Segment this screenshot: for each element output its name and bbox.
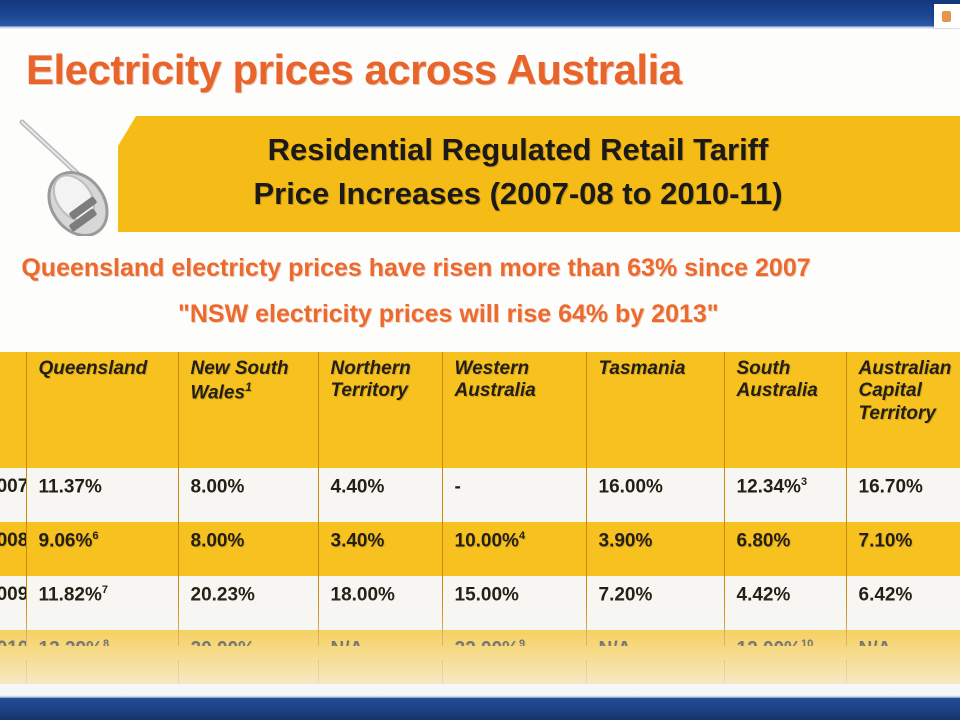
column-header-northern-territory: Northern Territory xyxy=(317,352,442,468)
column-header-western-australia: Western Australia xyxy=(441,352,586,468)
corner-mark-icon[interactable] xyxy=(934,4,960,28)
cell-value: 10.00% xyxy=(454,530,519,552)
top-bar-edge xyxy=(0,26,960,29)
column-header-year xyxy=(0,352,26,468)
cell-value: 11.37% xyxy=(38,476,102,498)
cell-value: 6.80% xyxy=(736,530,791,552)
cell-superscript: 6 xyxy=(92,530,99,542)
column-header-label: Australian Capital Territory xyxy=(858,358,952,424)
cell-queensland: 9.06%6 xyxy=(25,522,178,576)
price-increase-table: Queensland New South Wales1 Northern Ter… xyxy=(0,352,960,684)
page-title: Electricity prices across Australia xyxy=(26,46,682,93)
cell-value: 6.42% xyxy=(858,584,913,606)
column-header-superscript: 1 xyxy=(245,380,252,395)
cell-tasmania: 7.20% xyxy=(585,576,724,630)
column-header-new-south-wales: New South Wales1 xyxy=(177,352,318,468)
banner-line-1: Residential Regulated Retail Tariff xyxy=(267,132,769,167)
cell-tasmania: 16.00% xyxy=(585,468,724,522)
column-header-label: Queensland xyxy=(38,358,148,379)
cell-northern-territory: 3.40% xyxy=(317,522,442,576)
cell-tasmania: 3.90% xyxy=(585,522,724,576)
cell-south-australia: 6.80% xyxy=(723,522,846,576)
row-year: 2007-08 xyxy=(0,468,26,522)
cell-value: 9.06% xyxy=(38,530,93,552)
cell-western-australia: - xyxy=(441,468,586,522)
cell-south-australia: 4.42% xyxy=(723,576,846,630)
row-year: 2008-09 xyxy=(0,522,26,576)
column-header-queensland: Queensland xyxy=(25,352,178,468)
cell-superscript: 4 xyxy=(518,530,526,542)
column-header-tasmania: Tasmania xyxy=(585,352,724,468)
cell-value: 8.00% xyxy=(190,530,245,552)
cell-australian-capital-territory: 7.10% xyxy=(845,522,960,576)
subtitle-banner: Residential Regulated Retail Tariff Pric… xyxy=(118,116,960,232)
banner-line-2: Price Increases (2007-08 to 2010-11) xyxy=(253,176,783,211)
cell-new-south-wales: 8.00% xyxy=(177,522,318,576)
cell-value: 3.40% xyxy=(330,530,385,552)
window-bottom-bar xyxy=(0,698,960,720)
cell-queensland: 11.37% xyxy=(25,468,178,522)
cell-new-south-wales: 20.23% xyxy=(177,576,318,630)
statement-line-1: Queensland electricty prices have risen … xyxy=(21,254,811,282)
table-row: 2008-09 9.06%6 8.00% 3.40% 10.00%4 3.90%… xyxy=(0,522,960,576)
cell-northern-territory: 18.00% xyxy=(317,576,442,630)
cell-value: 12.34% xyxy=(736,476,801,498)
table-row: 2007-08 11.37% 8.00% 4.40% - 16.00% 12.3… xyxy=(0,468,960,522)
table-row: 2009-10 11.82%7 20.23% 18.00% 15.00% 7.2… xyxy=(0,576,960,630)
cell-value: 7.20% xyxy=(598,584,653,606)
power-plug-icon xyxy=(6,112,136,236)
cell-western-australia: 10.00%4 xyxy=(441,522,586,576)
column-header-label: Western Australia xyxy=(454,358,536,402)
cell-northern-territory: 4.40% xyxy=(317,468,442,522)
price-increase-table-wrapper: Queensland New South Wales1 Northern Ter… xyxy=(0,352,960,684)
table-header-row: Queensland New South Wales1 Northern Ter… xyxy=(0,352,960,468)
cell-value: 4.42% xyxy=(736,584,791,606)
cell-value: 20.23% xyxy=(190,584,255,606)
corner-mark-glyph xyxy=(942,11,951,22)
cell-superscript: 3 xyxy=(800,476,808,488)
cell-australian-capital-territory: 6.42% xyxy=(845,576,960,630)
column-header-label: Northern Territory xyxy=(330,358,411,402)
cell-value: 3.90% xyxy=(598,530,653,552)
cell-superscript: 7 xyxy=(101,584,109,596)
cell-value: 18.00% xyxy=(330,584,395,606)
table-bottom-band xyxy=(0,646,960,660)
cell-value: 11.82% xyxy=(38,584,102,606)
cell-australian-capital-territory: 16.70% xyxy=(845,468,960,522)
cell-value: 15.00% xyxy=(454,584,519,606)
cell-new-south-wales: 8.00% xyxy=(177,468,318,522)
cell-value: 4.40% xyxy=(330,476,385,498)
row-year: 2009-10 xyxy=(0,576,26,630)
window-top-bar xyxy=(0,0,960,26)
statement-line-2: "NSW electricity prices will rise 64% by… xyxy=(178,300,719,328)
cell-value: 16.00% xyxy=(598,476,663,498)
column-header-label: New South Wales xyxy=(190,358,289,404)
column-header-south-australia: South Australia xyxy=(723,352,846,468)
bottom-bar-edge xyxy=(0,695,960,698)
table-header: Queensland New South Wales1 Northern Ter… xyxy=(0,352,960,468)
column-header-label: Tasmania xyxy=(598,358,686,379)
cell-value: - xyxy=(454,476,461,498)
cell-western-australia: 15.00% xyxy=(441,576,586,630)
cell-south-australia: 12.34%3 xyxy=(723,468,846,522)
column-header-label: South Australia xyxy=(736,358,818,402)
cell-value: 8.00% xyxy=(190,476,245,498)
column-header-australian-capital-territory: Australian Capital Territory xyxy=(845,352,960,468)
cell-value: 7.10% xyxy=(858,530,913,552)
cell-queensland: 11.82%7 xyxy=(25,576,178,630)
cell-value: 16.70% xyxy=(858,476,923,498)
